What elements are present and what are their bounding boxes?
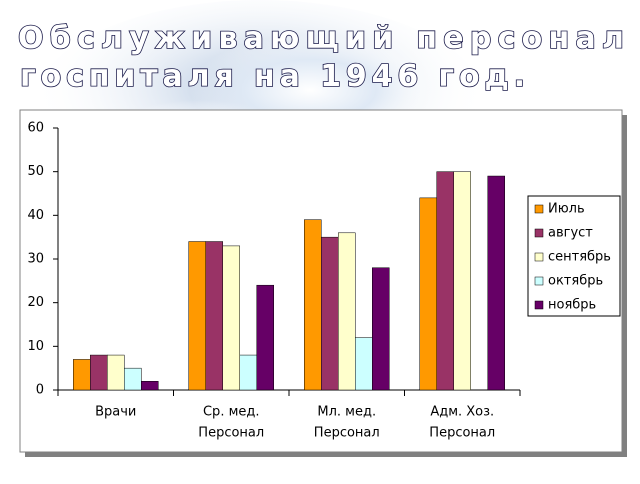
- bar: [372, 267, 390, 391]
- legend-swatch: [534, 228, 544, 238]
- bar: [436, 171, 454, 391]
- legend-swatch: [534, 252, 544, 262]
- bar: [188, 241, 206, 391]
- y-tick-label: 50: [27, 164, 44, 179]
- bar: [73, 359, 91, 391]
- bar: [453, 171, 471, 391]
- y-tick-label: 40: [27, 208, 44, 223]
- chart-title: Обслуживающий персонал: [18, 21, 624, 56]
- bar: [338, 232, 356, 391]
- chart-title: госпиталя на 1946 год.: [20, 59, 525, 94]
- x-tick-label: Персонал: [314, 426, 380, 441]
- bar: [419, 197, 437, 391]
- x-tick-label: Персонал: [429, 426, 495, 441]
- y-tick-label: 60: [27, 121, 44, 136]
- bar: [107, 354, 125, 391]
- y-tick-label: 10: [27, 339, 44, 354]
- bar: [205, 241, 223, 391]
- legend-swatch: [534, 204, 544, 214]
- bar: [124, 367, 142, 391]
- x-tick-label: Персонал: [198, 426, 264, 441]
- bar: [90, 354, 108, 391]
- y-tick-label: 0: [36, 383, 44, 398]
- legend-label: октябрь: [548, 274, 603, 289]
- x-tick-label: Мл. мед.: [317, 405, 376, 420]
- y-tick-label: 30: [27, 252, 44, 267]
- legend-swatch: [534, 276, 544, 286]
- x-tick-label: Врачи: [95, 405, 136, 420]
- legend-label: ноябрь: [548, 298, 596, 313]
- bar: [321, 236, 339, 391]
- y-tick-label: 20: [27, 295, 44, 310]
- x-tick-label: Адм. Хоз.: [430, 405, 494, 420]
- legend-label: Июль: [548, 202, 585, 217]
- legend-box: [527, 195, 621, 317]
- bar: [239, 354, 257, 391]
- bar: [222, 245, 240, 391]
- bar: [304, 219, 322, 391]
- legend-label: август: [548, 226, 593, 241]
- bar: [487, 175, 505, 391]
- legend-label: сентябрь: [548, 250, 611, 265]
- bar: [355, 337, 373, 391]
- bar: [141, 381, 159, 391]
- legend-swatch: [534, 300, 544, 310]
- bar: [256, 284, 274, 391]
- x-tick-label: Ср. мед.: [203, 405, 260, 420]
